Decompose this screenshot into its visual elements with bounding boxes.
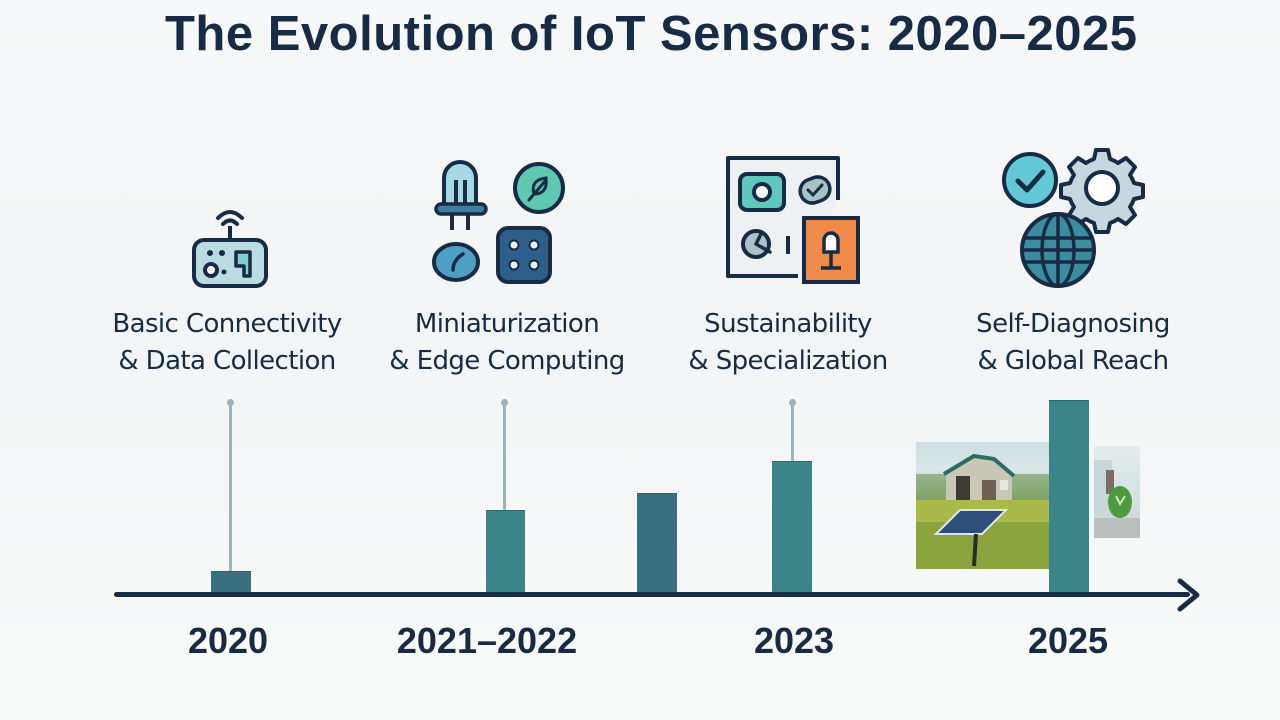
wireless-sensor-icon	[192, 210, 268, 288]
year-label-2025: 2025	[1027, 620, 1109, 661]
milestone-label-2025: Self-Diagnosing & Global Reach	[976, 309, 1170, 376]
stem-2023	[791, 402, 794, 461]
bar-2021-2022	[486, 510, 525, 594]
stem-2020	[229, 402, 232, 572]
year-label-2023: 2023	[753, 620, 835, 661]
milestone-label-2023: Sustainability & Specialization	[688, 309, 888, 376]
milestone-label-2020: Basic Connectivity & Data Collection	[112, 309, 342, 376]
year-label-2020: 2020	[187, 620, 269, 661]
bar-2025	[1049, 400, 1089, 594]
specialized-sensor-board-icon	[726, 156, 860, 284]
milestone-label-2021-2022: Miniaturization & Edge Computing	[389, 309, 625, 376]
bar-2023	[772, 461, 812, 594]
bar-2020	[211, 571, 251, 594]
page-title: The Evolution of IoT Sensors: 2020–2025	[165, 7, 1138, 61]
stem-2021-2022	[503, 402, 506, 510]
arrow-right-icon	[1177, 578, 1200, 612]
green-sensor-device-photo	[1094, 446, 1140, 538]
check-gear-globe-icon	[1002, 148, 1145, 288]
components-cluster-icon	[432, 160, 565, 284]
bar-2022-2023	[637, 493, 677, 594]
timeline-axis	[114, 592, 1190, 597]
solar-sensor-field-photo	[916, 442, 1049, 569]
year-label-2021-2022: 2021–2022	[396, 620, 578, 661]
